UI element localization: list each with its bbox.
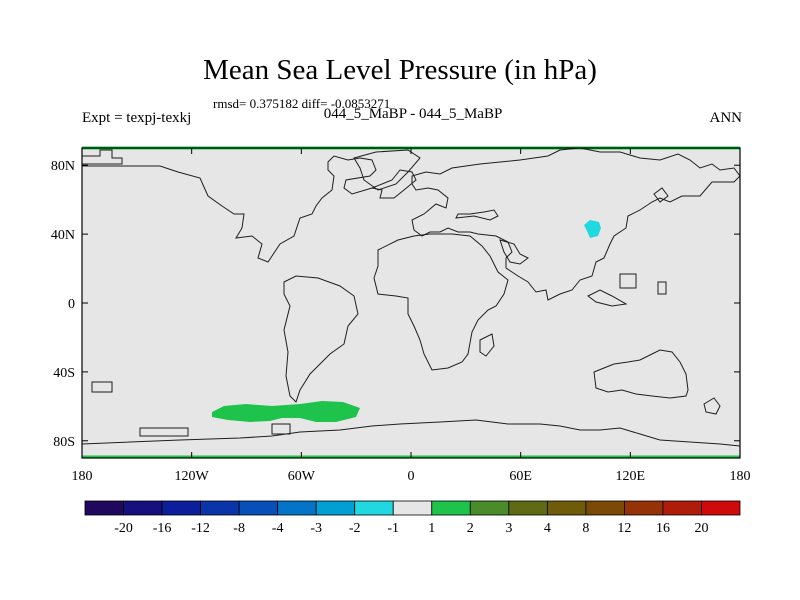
- coastline-australia: [593, 349, 689, 399]
- coastline-japan: [653, 187, 669, 203]
- colorbar-swatch: [238, 500, 279, 516]
- x-tick-label: 0: [408, 469, 415, 484]
- y-tick-label: 40S: [53, 366, 75, 381]
- coastlines: [81, 147, 741, 447]
- coastline-antarctic-islands: [91, 381, 291, 437]
- colorbar-label: -16: [153, 521, 172, 536]
- colorbar-label: 2: [467, 521, 474, 536]
- experiment-label: Expt = texpj-texkj: [82, 110, 192, 126]
- colorbar-label: -20: [114, 521, 133, 536]
- colorbar-label: 4: [544, 521, 551, 536]
- coastline-madagascar: [479, 333, 495, 357]
- colorbar-swatch: [161, 500, 201, 516]
- colorbar-label: -4: [272, 521, 284, 536]
- colorbar-swatch: [546, 500, 587, 516]
- colorbar-label: -8: [233, 521, 245, 536]
- colorbar-swatch: [662, 500, 702, 516]
- stats-label: rmsd= 0.375182 diff= -0.0853271: [213, 96, 391, 111]
- x-tick-label: 120E: [616, 469, 646, 484]
- x-tick-label: 180: [730, 469, 751, 484]
- colorbar-swatch: [315, 500, 356, 516]
- colorbar-swatch: [585, 500, 625, 516]
- x-tick-label: 60E: [509, 469, 532, 484]
- plot-background: [82, 148, 740, 458]
- colorbar-swatch: [469, 500, 510, 516]
- colorbar-swatch: [701, 500, 741, 516]
- colorbar-swatch: [624, 500, 664, 516]
- x-tick-label: 60W: [288, 469, 316, 484]
- colorbar-swatch: [508, 500, 548, 516]
- coastline-new-zealand: [703, 397, 721, 415]
- colorbar-label: -12: [191, 521, 210, 536]
- y-tick-label: 40N: [51, 228, 75, 243]
- y-tick-label: 0: [68, 297, 75, 312]
- coastline-south-america: [283, 275, 359, 403]
- coastline-arctic-fringe-west: [82, 149, 123, 165]
- anomaly-central-asia: [584, 220, 601, 238]
- y-tick-label: 80N: [51, 159, 75, 174]
- anomaly-southern-ocean: [212, 401, 360, 422]
- x-tick-label: 180: [72, 469, 93, 484]
- experiment-period-label: 044_5_MaBP - 044_5_MaBP: [323, 106, 503, 122]
- coastline-arabia: [499, 239, 529, 265]
- colorbar-label: 12: [617, 521, 631, 536]
- colorbar-swatch: [84, 500, 124, 516]
- colorbar-label: 8: [582, 521, 589, 536]
- season-label: ANN: [709, 110, 743, 126]
- colorbar-swatch: [277, 500, 317, 516]
- coastline-africa: [373, 233, 509, 371]
- colorbar-label: 20: [694, 521, 708, 536]
- colorbar-label: -2: [349, 521, 361, 536]
- y-tick-label: 80S: [53, 435, 75, 450]
- coastline-antarctica: [81, 419, 741, 447]
- chart-title: Mean Sea Level Pressure (in hPa): [203, 54, 597, 86]
- colorbar-swatch: [200, 500, 240, 516]
- colorbar-swatch: [431, 500, 471, 516]
- colorbar-label: 1: [428, 521, 435, 536]
- colorbar: -20 -16 -12 -8 -4 -3 -2 -1 1 2 3 4 8 12 16 20: [84, 500, 741, 536]
- x-tick-label: 120W: [175, 469, 210, 484]
- coastline-greenland: [353, 149, 421, 191]
- coastline-mediterranean-islands: [455, 209, 499, 221]
- axes: 180 120W 60W 0 60E 120E 180 80N 40N 0 40S 80S: [51, 148, 751, 484]
- coastline-north-america: [82, 155, 417, 263]
- coastline-southeast-asia-islands: [587, 273, 667, 307]
- colorbar-swatch: [392, 500, 433, 516]
- colorbar-swatch: [123, 500, 163, 516]
- colorbar-label: -3: [310, 521, 322, 536]
- colorbar-label: -1: [387, 521, 399, 536]
- colorbar-label: 16: [656, 521, 670, 536]
- colorbar-label: 3: [505, 521, 512, 536]
- colorbar-swatch: [354, 500, 394, 516]
